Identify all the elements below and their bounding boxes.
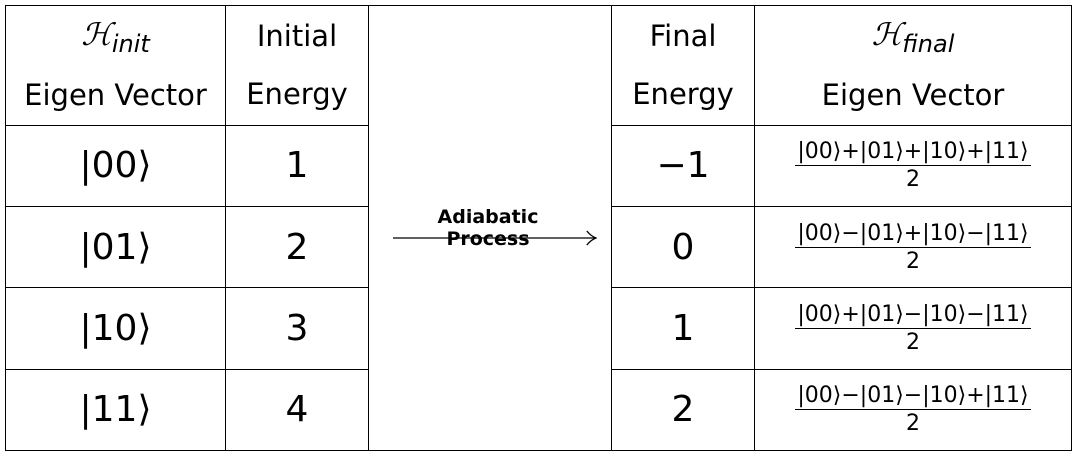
init-eigen-label: Eigen Vector <box>24 78 207 113</box>
final-energy: 1 <box>611 287 755 370</box>
initial-energy: 2 <box>225 205 369 289</box>
final-eigenvector: |00⟩+|01⟩−|10⟩−|11⟩ 2 <box>754 287 1072 370</box>
adiabatic-arrow: Adiabatic Process <box>393 206 597 250</box>
init-eigenvector: |01⟩ <box>5 205 226 289</box>
final-eigen-label: Eigen Vector <box>821 78 1005 113</box>
final-energy: −1 <box>611 124 755 207</box>
init-eigenvector: |00⟩ <box>5 124 226 207</box>
right-arrow-icon <box>393 230 597 246</box>
header-initial-energy: Initial Energy <box>225 5 369 126</box>
initial-energy-label: Energy <box>246 77 348 112</box>
header-init-eigenvector: ℋinit Eigen Vector <box>5 5 226 126</box>
final-energy: 0 <box>611 205 755 289</box>
final-energy-label: Energy <box>632 77 734 112</box>
header-final-energy: Final Energy <box>611 5 755 126</box>
final-eigenvector: |00⟩+|01⟩+|10⟩+|11⟩ 2 <box>754 124 1072 207</box>
final-eigenvector: |00⟩−|01⟩−|10⟩+|11⟩ 2 <box>754 368 1072 452</box>
header-row: ℋinit Eigen Vector Initial Energy Adiaba… <box>5 5 1072 451</box>
init-eigenvector: |10⟩ <box>5 287 226 370</box>
adiabatic-process-label: Adiabatic Process <box>437 206 539 250</box>
init-eigenvector: |11⟩ <box>5 368 226 452</box>
table-row: |01⟩ 2 0 |00⟩−|01⟩+|10⟩−|11⟩ 2 <box>5 205 1072 289</box>
final-eigenvector: |00⟩−|01⟩+|10⟩−|11⟩ 2 <box>754 205 1072 289</box>
header-final-eigenvector: ℋfinal Eigen Vector <box>754 5 1072 126</box>
initial-label: Initial <box>256 19 338 54</box>
initial-energy: 1 <box>225 124 369 207</box>
adiabatic-process-table: ℋinit Eigen Vector Initial Energy Adiaba… <box>5 5 1072 452</box>
initial-energy: 4 <box>225 368 369 452</box>
table-row: |10⟩ 3 1 |00⟩+|01⟩−|10⟩−|11⟩ 2 <box>5 287 1072 370</box>
final-hamiltonian-symbol: ℋfinal <box>871 17 955 59</box>
table-row: |11⟩ 4 2 |00⟩−|01⟩−|10⟩+|11⟩ 2 <box>5 368 1072 452</box>
adiabatic-process-cell: Adiabatic Process <box>368 5 612 451</box>
final-energy: 2 <box>611 368 755 452</box>
final-label: Final <box>649 19 717 54</box>
init-hamiltonian-symbol: ℋinit <box>81 17 150 59</box>
initial-energy: 3 <box>225 287 369 370</box>
